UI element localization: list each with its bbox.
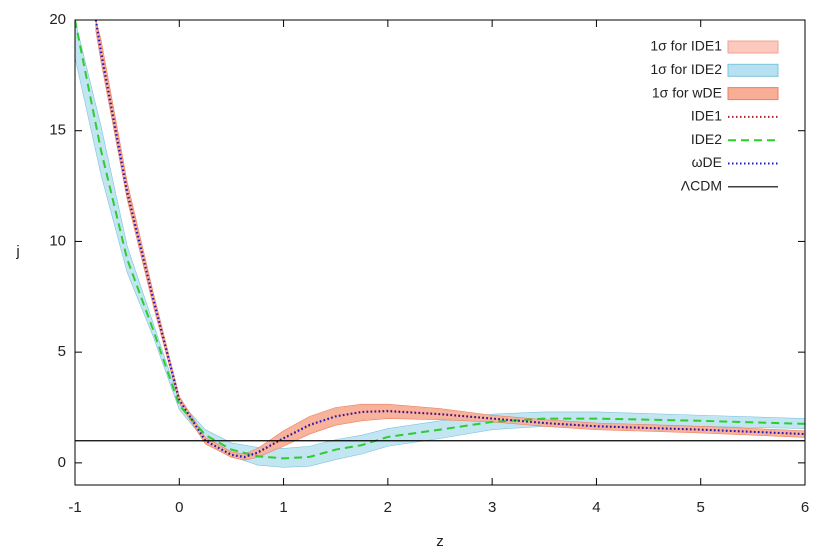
plot-frame [74,19,806,486]
legend-label: IDE2 [691,131,722,147]
legend-label: 1σ for IDE2 [650,61,722,77]
x-tick-label: 2 [384,499,392,516]
legend-swatch [727,63,779,77]
x-tick-label: 0 [175,499,183,516]
legend-label: ΛCDM [681,178,722,194]
legend-label: 1σ for wDE [652,84,722,100]
series-line [94,20,805,458]
y-tick-label: 5 [58,343,66,360]
axes: -1 0 1 2 3 4 5 6 0 5 10 15 20 [49,11,809,516]
series-line [75,20,805,460]
x-axis-label: z [436,533,444,550]
y-axis-label: j [15,243,19,260]
y-tick-label: 15 [49,122,66,139]
legend-label: ωDE [692,154,722,170]
x-tick-label: 1 [279,499,287,516]
legend-label: 1σ for IDE1 [650,38,722,54]
x-tick-label: 3 [488,499,496,516]
y-tick-label: 0 [58,454,66,471]
x-tick-label: 5 [697,499,705,516]
legend-swatch [727,87,779,101]
y-tick-label: 20 [49,11,66,28]
legend: 1σ for IDE1 1σ for IDE2 1σ for wDE IDE1 IDE2… [650,38,779,194]
confidence-band [95,20,805,461]
legend-swatch [727,40,779,54]
x-tick-label: -1 [68,499,81,516]
x-tick-label: 6 [801,499,809,516]
y-tick-label: 10 [49,232,66,249]
legend-label: IDE1 [691,108,722,124]
x-tick-label: 4 [592,499,600,516]
plot-area [75,20,805,468]
